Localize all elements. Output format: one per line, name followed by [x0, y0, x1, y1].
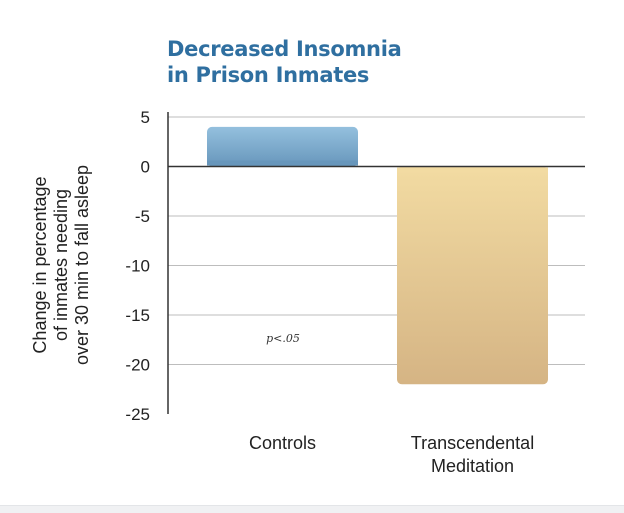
y-tick-label: -10: [125, 257, 150, 276]
bar-base: [207, 160, 358, 166]
significance-annotation: p<.05: [266, 332, 300, 345]
y-axis-label: Change in percentage of inmates needing ov…: [30, 165, 92, 365]
bar: [397, 166, 548, 385]
y-tick-label: -15: [125, 306, 150, 325]
bar-transcendental-meditation: [397, 166, 548, 385]
chart-title: Decreased Insomnia in Prison Inmates: [167, 36, 402, 88]
x-tick-label: Transcendental: [411, 433, 534, 453]
bar: [207, 126, 358, 167]
chart-title-line: in Prison Inmates: [167, 63, 370, 87]
chart-title-line: Decreased Insomnia: [167, 37, 402, 61]
y-axis-label-line: Change in percentage: [30, 176, 50, 353]
y-tick-label: 0: [141, 158, 150, 177]
x-tick-label: Controls: [249, 433, 316, 453]
footer-bar: [0, 505, 624, 513]
bar-controls: [207, 126, 358, 167]
y-tick-label: -20: [125, 356, 150, 375]
y-tick-label: 5: [141, 108, 150, 127]
y-axis-label-line: of inmates needing: [51, 189, 71, 341]
y-tick-label: -25: [125, 405, 150, 424]
x-tick-label: Meditation: [431, 456, 514, 476]
y-tick-label: -5: [135, 207, 150, 226]
y-axis-label-line: over 30 min to fall asleep: [72, 165, 92, 365]
bar-base: [397, 167, 548, 173]
